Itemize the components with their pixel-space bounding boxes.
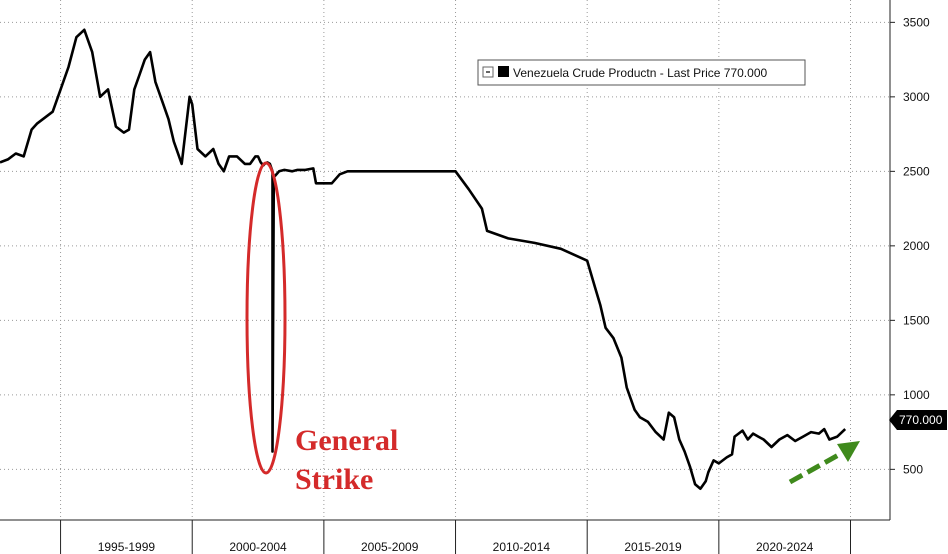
x-period-label: 2010-2014 <box>493 540 551 554</box>
legend-swatch <box>498 66 509 77</box>
legend: Venezuela Crude Productn - Last Price 77… <box>477 59 806 86</box>
y-tick-label: 3500 <box>903 15 930 29</box>
y-tick-label: 3000 <box>903 90 930 104</box>
y-tick-label: 2000 <box>903 239 930 253</box>
strike-highlight-ellipse <box>245 161 287 475</box>
trend-arrow <box>788 441 860 485</box>
x-period-label: 2020-2024 <box>756 540 814 554</box>
legend-entry: Venezuela Crude Productn - Last Price 77… <box>513 66 767 80</box>
strike-annotation: General Strike <box>245 161 398 496</box>
trend-arrow-head <box>837 441 860 462</box>
last-value-badge: 770.000 <box>889 410 947 430</box>
series-layer <box>0 28 847 490</box>
y-tick-label: 500 <box>903 462 923 476</box>
y-tick-label: 1000 <box>903 388 930 402</box>
x-period-label: 2000-2004 <box>229 540 287 554</box>
legend-box <box>477 59 806 86</box>
series-line-venezuela-crude-production <box>0 28 847 490</box>
x-period-label: 1995-1999 <box>98 540 156 554</box>
x-period-label: 2015-2019 <box>624 540 682 554</box>
legend-expand-icon-bar <box>486 71 490 73</box>
last-value-label: 770.000 <box>899 413 943 427</box>
annotation-line-1: General <box>295 424 398 457</box>
trend-arrow-shaft <box>788 450 844 485</box>
y-tick-label: 1500 <box>903 313 930 327</box>
y-tick-label: 2500 <box>903 164 930 178</box>
x-period-label: 2005-2009 <box>361 540 419 554</box>
annotation-line-2: Strike <box>295 463 373 496</box>
last-value-badge-shape <box>889 410 947 430</box>
